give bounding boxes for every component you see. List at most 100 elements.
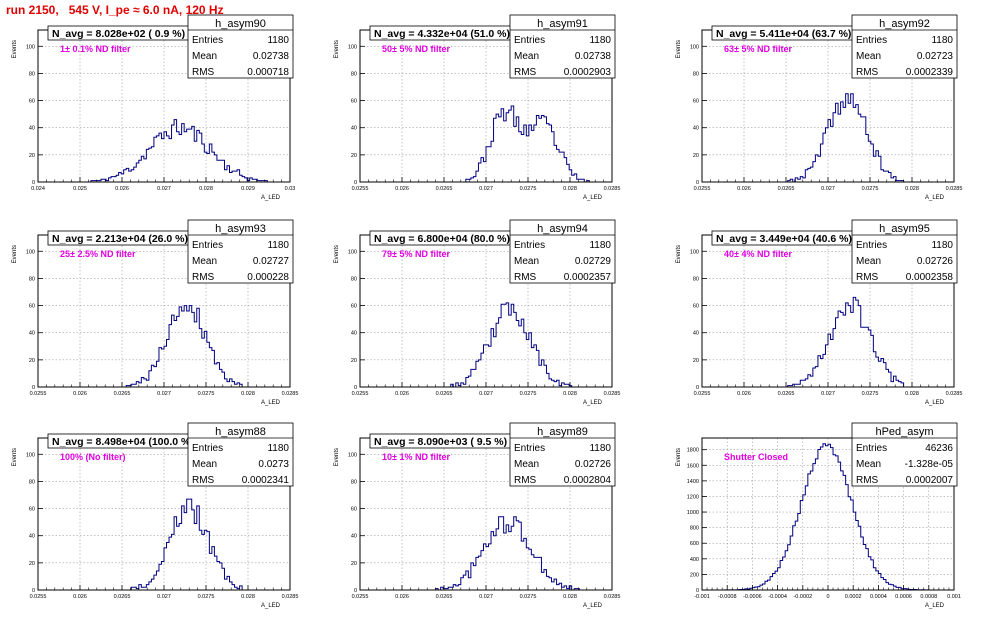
stats-box: h_asym94 Entries 1180 Mean 0.02729 RMS 0.00023… <box>509 219 616 284</box>
stats-label-entries: Entries <box>514 443 545 454</box>
y-tick-label: 80 <box>351 479 357 485</box>
stats-frame <box>851 422 958 487</box>
x-tick-label: 0.028 <box>563 594 577 600</box>
stats-value-entries: 1180 <box>267 443 289 454</box>
x-axis-title: A_LED <box>925 603 945 609</box>
x-axis-title: A_LED <box>261 195 281 201</box>
stats-frame <box>509 14 616 79</box>
x-tick-label: 0.0265 <box>114 594 131 600</box>
y-tick-label: 80 <box>693 71 699 77</box>
y-tick-label: 600 <box>690 541 699 547</box>
y-tick-label: 40 <box>29 534 35 540</box>
stats-label-rms: RMS <box>856 67 879 78</box>
stats-label-mean: Mean <box>514 256 539 267</box>
stats-label-mean: Mean <box>514 51 539 62</box>
x-tick-label: 0.0265 <box>114 391 131 397</box>
navg-box: N_avg = 4.332e+04 (51.0 %) <box>369 25 541 41</box>
x-tick-label: 0.0285 <box>946 186 963 192</box>
stats-value-entries: 1180 <box>589 240 611 251</box>
x-tick-label: 0.028 <box>199 186 213 192</box>
stats-value-mean: -1.328e-05 <box>905 459 954 470</box>
histogram-panel: 0.0255 0.026 0.0265 0.027 0.0275 0.028 0.0285 0… <box>334 14 620 201</box>
y-tick-label: 20 <box>351 358 357 364</box>
stats-value-mean: 0.02729 <box>575 256 612 267</box>
y-axis-title: Events <box>12 40 18 58</box>
filter-annotation: 25± 2.5% ND filter <box>60 249 136 259</box>
y-tick-label: 80 <box>29 71 35 77</box>
stats-value-entries: 46236 <box>925 443 953 454</box>
x-tick-label: 0.0265 <box>436 391 453 397</box>
stats-label-rms: RMS <box>192 272 215 283</box>
y-tick-label: 100 <box>348 44 357 50</box>
y-tick-label: 0 <box>354 180 357 186</box>
x-tick-label: 0.0285 <box>282 391 299 397</box>
x-tick-label: 0.028 <box>241 391 255 397</box>
stats-value-entries: 1180 <box>267 240 289 251</box>
y-tick-label: 100 <box>348 249 357 255</box>
y-tick-label: 0 <box>696 588 699 594</box>
x-tick-label: 0.027 <box>821 186 835 192</box>
stats-value-mean: 0.02738 <box>575 51 612 62</box>
navg-text: N_avg = 3.449e+04 (40.6 %) <box>716 233 852 245</box>
filter-annotation: 79± 5% ND filter <box>382 249 450 259</box>
x-tick-label: 0.0255 <box>694 186 711 192</box>
stats-label-rms: RMS <box>856 475 879 486</box>
x-tick-label: 0.0265 <box>778 186 795 192</box>
x-tick-label: 0.0285 <box>946 391 963 397</box>
y-tick-label: 60 <box>351 99 357 105</box>
x-tick-label: 0.026 <box>395 186 409 192</box>
x-tick-label: 0.026 <box>395 391 409 397</box>
x-tick-label: 0.0275 <box>862 391 879 397</box>
navg-text: N_avg = 4.332e+04 (51.0 %) <box>374 28 510 40</box>
x-tick-label: 0.0265 <box>436 186 453 192</box>
y-tick-label: 0 <box>354 588 357 594</box>
x-axis-title: A_LED <box>925 195 945 201</box>
navg-text: N_avg = 5.411e+04 (63.7 %) <box>716 28 851 40</box>
navg-text: N_avg = 8.090e+03 ( 9.5 %) <box>374 436 507 448</box>
x-tick-label: 0.024 <box>31 186 45 192</box>
stats-value-rms: 0.000228 <box>247 272 289 283</box>
x-tick-label: 0.0006 <box>895 594 912 600</box>
x-tick-label: 0.027 <box>157 594 171 600</box>
x-tick-label: 0.0285 <box>604 594 621 600</box>
histogram-name: h_asym94 <box>537 223 588 235</box>
filter-annotation: 100% (No filter) <box>60 452 126 462</box>
y-tick-label: 60 <box>351 507 357 513</box>
x-tick-label: 0.028 <box>563 186 577 192</box>
x-tick-label: 0.0265 <box>778 391 795 397</box>
histogram-panel: 0.0255 0.026 0.0265 0.027 0.0275 0.028 0.0285 0… <box>676 219 963 406</box>
filter-annotation: 50± 5% ND filter <box>382 44 450 54</box>
stats-box: hPed_asym Entries 46236 Mean -1.328e-05 RMS 0.… <box>851 422 958 487</box>
stats-label-entries: Entries <box>856 240 887 251</box>
x-tick-label: 0.0275 <box>862 186 879 192</box>
y-tick-label: 20 <box>693 153 699 159</box>
x-tick-label: 0.025 <box>73 186 87 192</box>
y-tick-label: 80 <box>29 479 35 485</box>
stats-value-rms: 0.0002357 <box>564 272 612 283</box>
y-tick-label: 40 <box>351 126 357 132</box>
stats-label-entries: Entries <box>192 35 223 46</box>
y-tick-label: 20 <box>29 153 35 159</box>
navg-box: N_avg = 6.800e+04 (80.0 %) <box>369 230 541 246</box>
x-tick-label: 0.0255 <box>352 186 369 192</box>
x-tick-label: 0.028 <box>241 594 255 600</box>
stats-frame <box>187 219 294 284</box>
stats-box: h_asym95 Entries 1180 Mean 0.02726 RMS 0.00023… <box>851 219 958 284</box>
y-tick-label: 60 <box>351 304 357 310</box>
stats-label-entries: Entries <box>856 35 887 46</box>
histogram-panel: 0.024 0.025 0.026 0.027 0.028 0.029 0.03 0 20 40 6… <box>12 14 295 201</box>
x-tick-label: 0.028 <box>905 391 919 397</box>
stats-label-entries: Entries <box>192 240 223 251</box>
y-tick-label: 20 <box>351 561 357 567</box>
stats-value-rms: 0.0002339 <box>906 67 954 78</box>
y-tick-label: 40 <box>351 331 357 337</box>
navg-box: N_avg = 8.028e+02 ( 0.9 %) <box>47 25 219 41</box>
x-tick-label: -0.001 <box>694 594 710 600</box>
y-tick-label: 1600 <box>687 463 699 469</box>
y-tick-label: 60 <box>29 304 35 310</box>
stats-label-mean: Mean <box>856 256 881 267</box>
stats-frame <box>509 422 616 487</box>
x-tick-label: 0.0002 <box>845 594 862 600</box>
y-tick-label: 20 <box>351 153 357 159</box>
filter-annotation: 40± 4% ND filter <box>724 249 792 259</box>
